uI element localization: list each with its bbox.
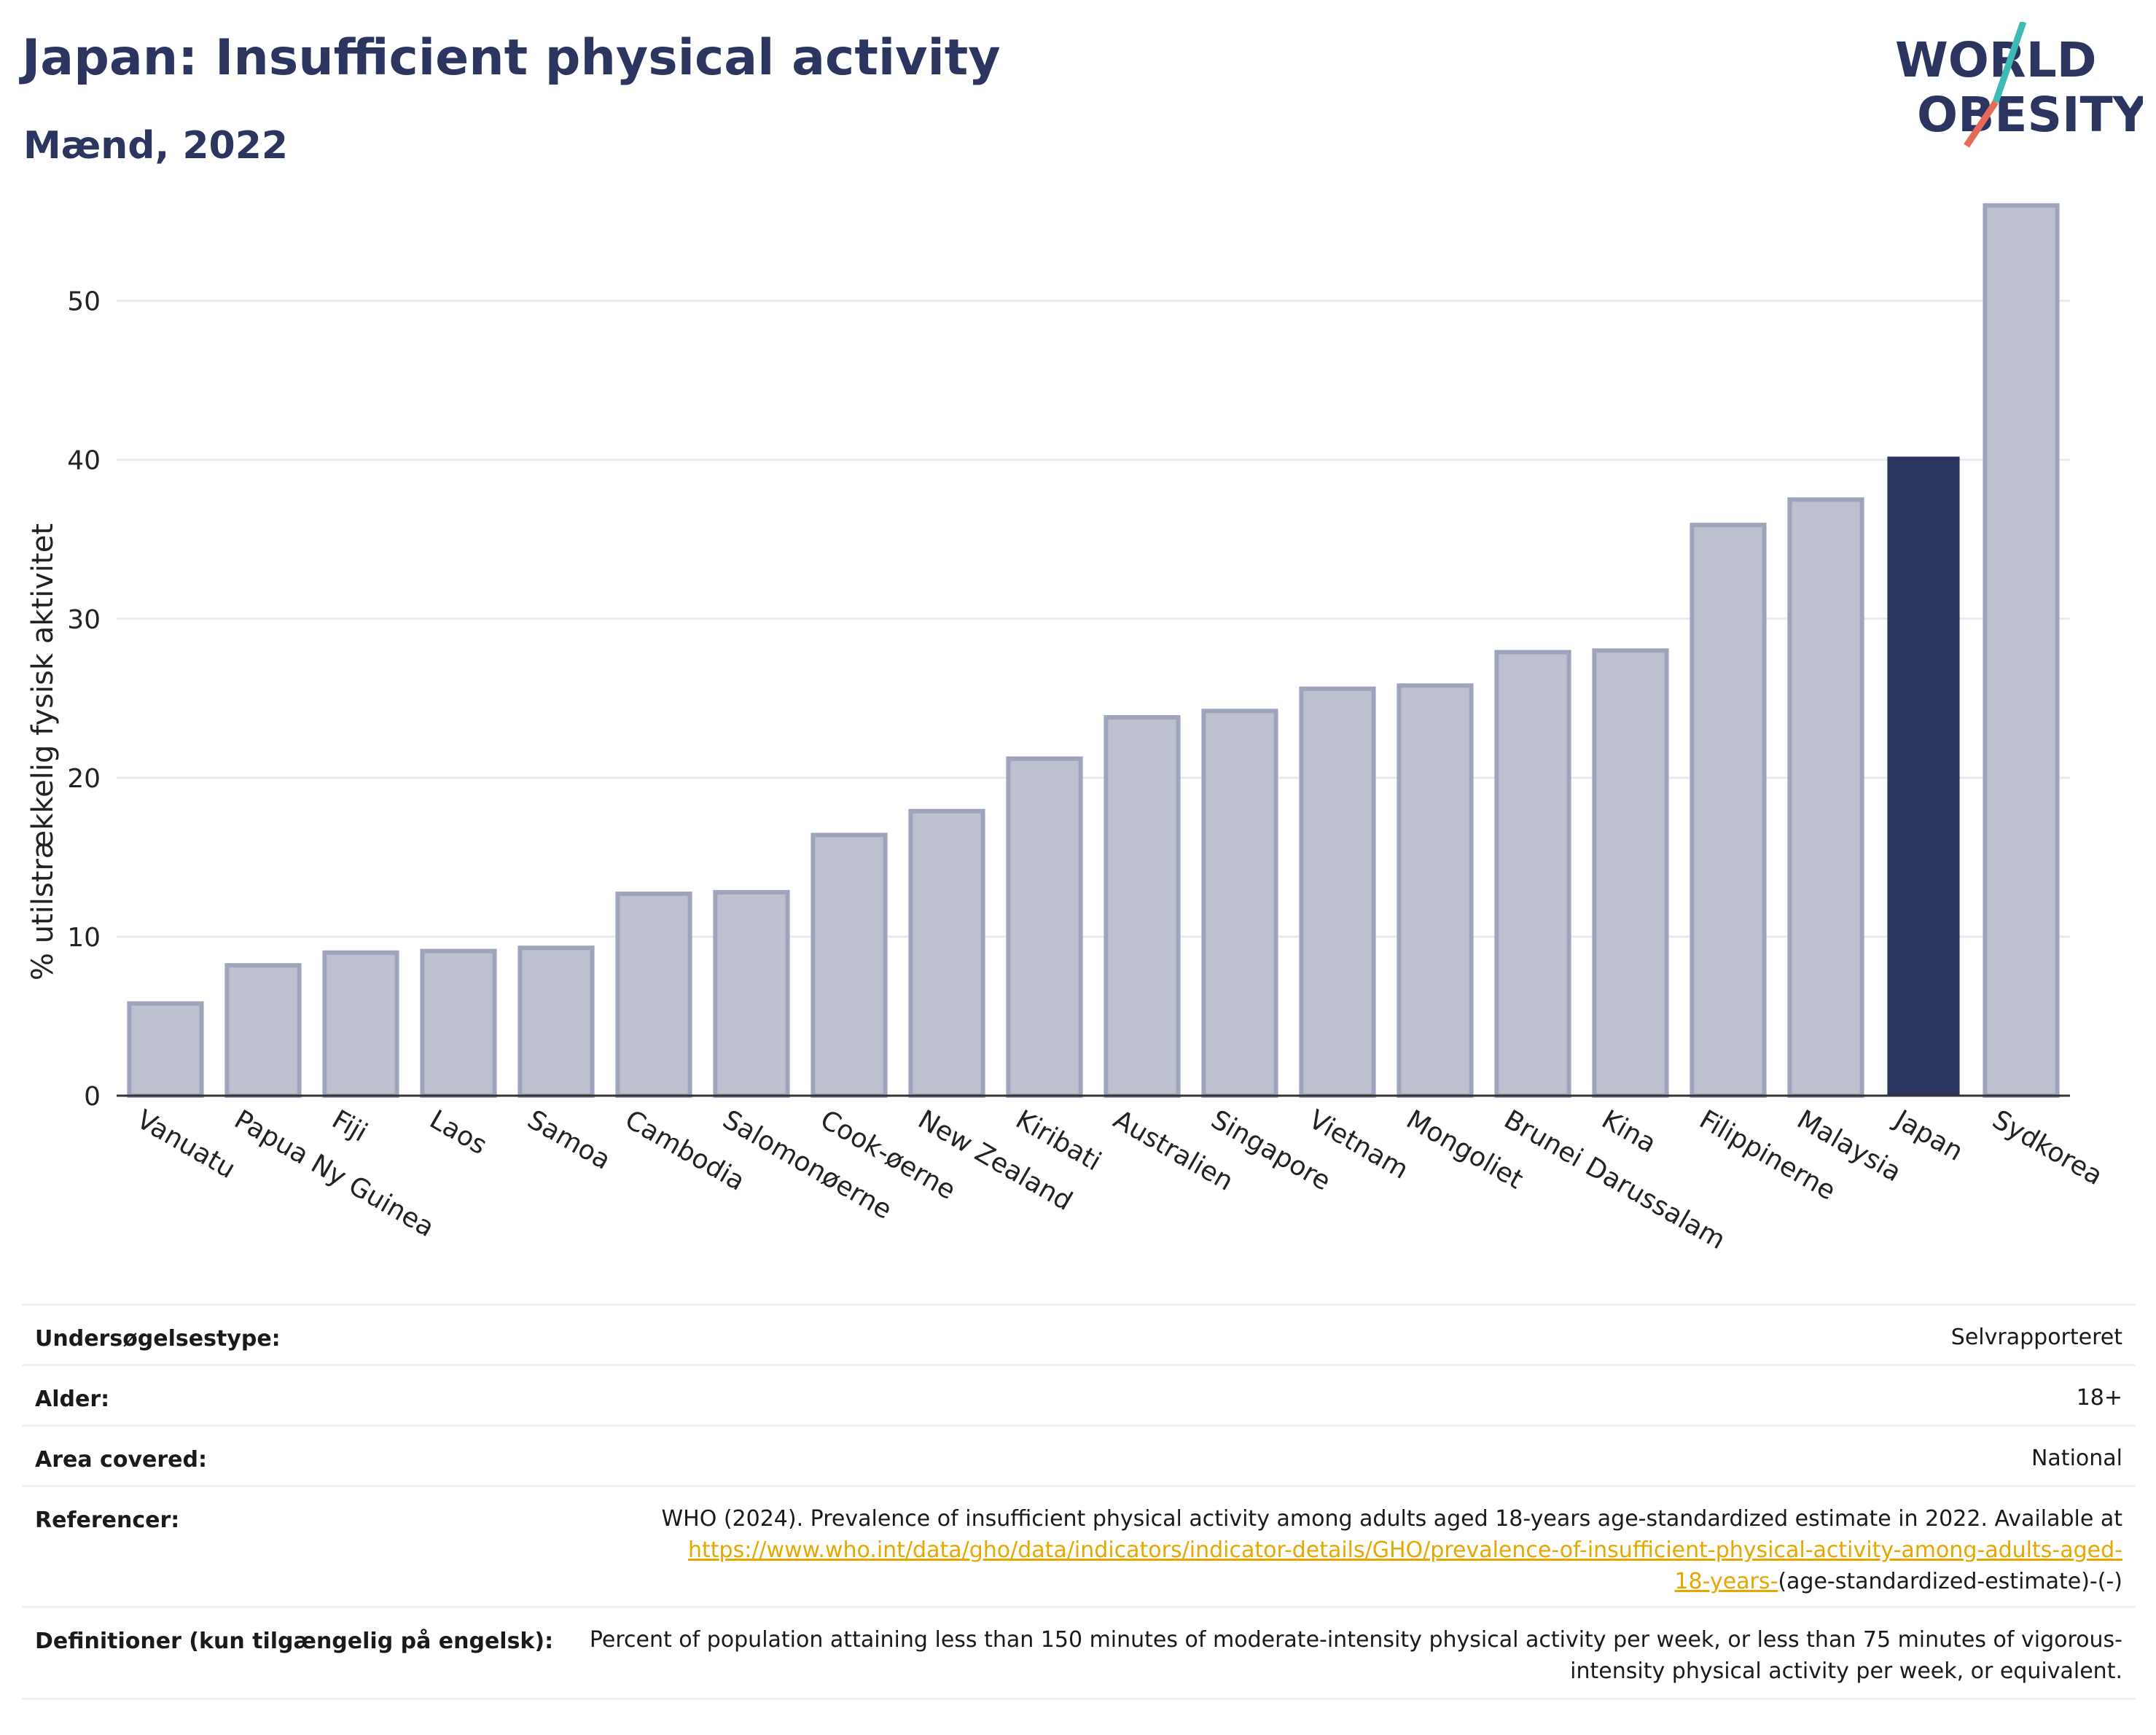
page-title: Japan: Insufficient physical activity [22,29,1001,87]
info-key: Definitioner (kun tilgængelig på engelsk… [35,1629,554,1654]
x-tick-label: Japan [1889,1104,1968,1167]
logo-line2: OBESITY [1917,87,2143,143]
bar-kiribati [1006,756,1083,1099]
info-row-references: Referencer: WHO (2024). Prevalence of in… [22,1487,2136,1608]
info-table: Undersøgelsestype: Selvrapporteret Alder… [22,1303,2136,1700]
info-value: National [2031,1446,2122,1471]
info-row-age: Alder: 18+ [22,1366,2136,1427]
reference-link-continued[interactable]: 18-years- [1674,1569,1778,1594]
y-tick-label: 30 [67,605,101,635]
y-tick-label: 0 [84,1082,101,1112]
bar-japan [1887,456,1960,1096]
bar-sydkorea [1983,203,2060,1098]
bar-mongoliet [1397,683,1474,1098]
info-row-area: Area covered: National [22,1427,2136,1487]
y-axis-label: % utilstrækkelig fysisk aktivitet [26,523,60,980]
bar-cook-erne [811,833,888,1098]
info-value: 18+ [2076,1385,2122,1411]
info-value: Percent of population attaining less tha… [589,1627,2122,1684]
info-row-survey-type: Undersøgelsestype: Selvrapporteret [22,1306,2136,1366]
x-tick-label: Fiji [327,1104,372,1148]
info-key: Referencer: [35,1508,180,1533]
chart-y-ticks: 0 10 20 30 40 50 [67,287,101,1112]
logo-slash-coral [1964,100,1999,148]
x-tick-label: Laos [425,1104,492,1161]
bar-kina [1592,648,1669,1098]
chart-gridlines [117,300,2070,938]
info-key: Area covered: [35,1447,207,1473]
bar-cambodia [615,892,692,1099]
info-key: Undersøgelsestype: [35,1326,281,1352]
x-tick-label: Kina [1597,1104,1661,1159]
info-key: Alder: [35,1387,110,1412]
bar-fiji [322,950,399,1098]
x-tick-label: Vanuatu [132,1104,241,1185]
bar-singapore [1201,709,1278,1098]
reference-text: WHO (2024). Prevalence of insufficient p… [661,1506,2122,1532]
x-tick-label: Salomonøerne [718,1104,897,1225]
bar-new-zealand [908,808,985,1099]
y-tick-label: 20 [67,764,101,794]
bar-laos [420,948,497,1099]
page-subtitle: Mænd, 2022 [23,124,289,168]
reference-link[interactable]: https://www.who.int/data/gho/data/indica… [688,1537,2122,1563]
bar-malaysia [1787,497,1864,1098]
logo-line1: WORLD [1895,32,2097,88]
logo-slash-teal [1992,22,2027,104]
bar-papua-ny-guinea [224,963,302,1099]
y-tick-label: 40 [67,446,101,476]
bar-salomon-erne [713,889,790,1098]
info-value: Selvrapporteret [1950,1325,2122,1350]
y-tick-label: 50 [67,287,101,317]
bar-australien [1104,714,1181,1098]
bar-filippinerne [1690,523,1767,1098]
reference-tail: (age-standardized-estimate)-(-) [1778,1569,2122,1594]
bar-samoa [517,946,595,1098]
x-tick-label: Sydkorea [1988,1104,2108,1191]
chart-bars [127,203,2060,1099]
x-tick-label: Samoa [523,1104,616,1176]
world-obesity-logo: WORLD OBESITY [1895,22,2143,148]
bar-vietnam [1299,686,1376,1098]
bar-brunei-darussalam [1494,650,1571,1098]
bar-vanuatu [127,1001,204,1098]
info-value: WHO (2024). Prevalence of insufficient p… [661,1503,2122,1597]
info-row-definitions: Definitioner (kun tilgængelig på engelsk… [22,1608,2136,1700]
y-tick-label: 10 [67,923,101,953]
